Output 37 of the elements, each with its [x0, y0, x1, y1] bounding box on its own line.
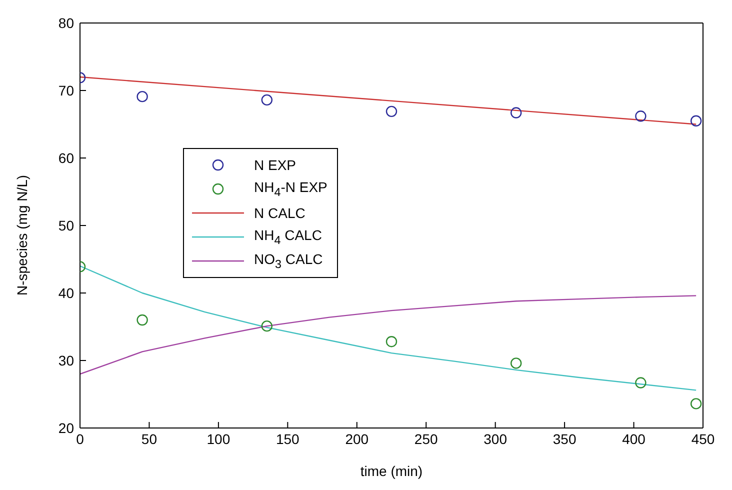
x-tick-label: 50 [141, 430, 158, 447]
y-tick-label: 20 [58, 420, 74, 436]
legend-label: NH$_{4}$-N EXP [254, 179, 328, 199]
point [690, 115, 702, 126]
y-tick-label: 70 [58, 82, 74, 98]
x-axis-title: time (min) [360, 463, 423, 479]
x-tick-label: 0 [76, 430, 84, 447]
point [386, 106, 398, 118]
point [386, 336, 398, 348]
x-tick-label: 150 [276, 430, 300, 447]
y-tick-label: 30 [58, 352, 74, 368]
x-tick-label: 200 [345, 430, 369, 447]
y-tick-label: 60 [58, 150, 74, 166]
y-tick-label: 40 [58, 284, 74, 301]
point [690, 398, 702, 410]
legend-label: NO$_{3}$ CALC [254, 251, 323, 271]
x-tick-label: 450 [691, 430, 715, 447]
point [635, 110, 646, 122]
legend-label: NH$_{4}$ CALC [254, 227, 322, 247]
x-tick-label: 100 [206, 430, 230, 447]
point [136, 90, 148, 102]
legend-label: N CALC [254, 205, 306, 221]
legend-label: N EXP [254, 157, 296, 173]
x-tick-label: 250 [414, 430, 438, 447]
line-series [80, 295, 697, 375]
point [510, 107, 522, 118]
x-tick-label: 400 [622, 430, 646, 447]
point [261, 320, 272, 332]
y-tick-label: 50 [58, 217, 74, 234]
point [261, 94, 272, 106]
point [635, 377, 646, 388]
x-tick-label: 300 [484, 430, 508, 447]
point [510, 358, 522, 369]
point [136, 314, 148, 326]
y-axis-title: N-species (mg N/L) [14, 174, 30, 296]
y-tick-label: 80 [58, 14, 74, 31]
x-tick-label: 350 [552, 430, 576, 447]
